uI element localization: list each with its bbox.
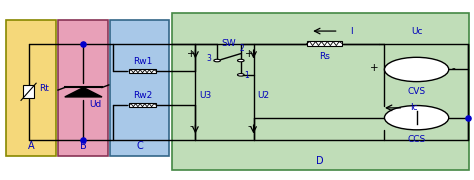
- Text: Rw1: Rw1: [133, 57, 152, 66]
- Bar: [6, 20, 56, 156]
- Text: Rt: Rt: [39, 84, 49, 93]
- Text: U2: U2: [257, 91, 269, 100]
- Text: Ud: Ud: [89, 100, 101, 109]
- Text: Uc: Uc: [411, 27, 422, 36]
- Text: 1: 1: [245, 71, 249, 80]
- Circle shape: [384, 105, 449, 130]
- Text: CVS: CVS: [408, 87, 426, 96]
- Polygon shape: [65, 87, 102, 97]
- Text: 3: 3: [207, 54, 211, 63]
- Bar: [129, 103, 156, 107]
- Text: Rs: Rs: [319, 52, 330, 61]
- Text: C: C: [137, 141, 143, 151]
- Bar: [307, 41, 342, 46]
- Text: 2: 2: [239, 44, 244, 53]
- Text: D: D: [316, 156, 324, 166]
- Text: CCS: CCS: [408, 135, 426, 144]
- Circle shape: [384, 57, 449, 82]
- Text: I: I: [350, 27, 353, 36]
- Point: [464, 116, 472, 119]
- Text: SW: SW: [222, 39, 236, 48]
- Text: -: -: [451, 63, 455, 73]
- Point: [80, 42, 87, 45]
- Bar: [172, 13, 469, 170]
- Circle shape: [237, 74, 244, 76]
- Text: B: B: [80, 141, 87, 151]
- Text: Ic: Ic: [410, 103, 418, 112]
- Bar: [110, 20, 169, 156]
- Text: +: +: [187, 49, 196, 59]
- Text: -: -: [190, 121, 193, 131]
- Text: +: +: [370, 63, 379, 73]
- Point: [80, 139, 87, 141]
- Text: -: -: [248, 121, 252, 131]
- Text: +: +: [246, 49, 254, 59]
- Bar: [23, 85, 34, 98]
- Bar: [58, 20, 108, 156]
- Text: Rw2: Rw2: [133, 91, 152, 100]
- Circle shape: [214, 59, 220, 62]
- Text: A: A: [28, 141, 35, 151]
- Circle shape: [237, 59, 244, 62]
- Text: U3: U3: [199, 91, 211, 100]
- Bar: [129, 69, 156, 73]
